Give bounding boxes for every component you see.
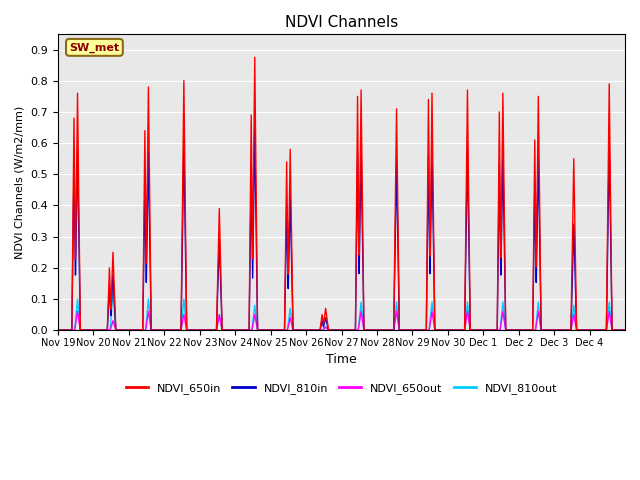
Text: SW_met: SW_met xyxy=(69,42,120,52)
NDVI_810in xyxy=(534,164,542,169)
NDVI_650out xyxy=(465,314,472,320)
Line: NDVI_810in: NDVI_810in xyxy=(58,129,625,330)
NDVI_810out xyxy=(109,290,117,296)
Legend: NDVI_650in, NDVI_810in, NDVI_650out, NDVI_810out: NDVI_650in, NDVI_810in, NDVI_650out, NDV… xyxy=(122,379,562,399)
NDVI_650out xyxy=(54,327,62,333)
NDVI_810in xyxy=(615,327,623,333)
NDVI_650in xyxy=(465,162,472,168)
Line: NDVI_650out: NDVI_650out xyxy=(58,312,625,330)
NDVI_810out xyxy=(615,327,623,333)
NDVI_650in xyxy=(534,108,542,114)
NDVI_810out xyxy=(621,327,629,333)
NDVI_810out xyxy=(465,308,472,314)
NDVI_650out xyxy=(500,319,508,325)
NDVI_650in xyxy=(500,224,508,229)
Title: NDVI Channels: NDVI Channels xyxy=(285,15,398,30)
NDVI_810in xyxy=(170,327,178,333)
NDVI_650out xyxy=(534,310,542,315)
NDVI_810out xyxy=(170,327,178,333)
NDVI_650in xyxy=(615,327,623,333)
NDVI_650in xyxy=(54,327,62,333)
NDVI_650out xyxy=(428,309,436,314)
NDVI_810out xyxy=(415,327,422,333)
Line: NDVI_650in: NDVI_650in xyxy=(58,57,625,330)
NDVI_650in xyxy=(170,327,178,333)
NDVI_650out xyxy=(621,327,629,333)
NDVI_810out xyxy=(500,315,508,321)
NDVI_810in xyxy=(500,250,508,255)
NDVI_810out xyxy=(54,327,62,333)
NDVI_650out xyxy=(615,327,623,333)
NDVI_810in xyxy=(415,327,422,333)
NDVI_810in xyxy=(251,126,259,132)
NDVI_650in xyxy=(621,327,629,333)
NDVI_810in xyxy=(621,327,629,333)
NDVI_650out xyxy=(170,327,178,333)
NDVI_650in xyxy=(251,54,259,60)
Y-axis label: NDVI Channels (W/m2/mm): NDVI Channels (W/m2/mm) xyxy=(15,106,25,259)
NDVI_650out xyxy=(414,327,422,333)
NDVI_810out xyxy=(534,301,542,307)
NDVI_650in xyxy=(415,327,422,333)
NDVI_810in xyxy=(465,203,472,209)
NDVI_810in xyxy=(54,327,62,333)
Line: NDVI_810out: NDVI_810out xyxy=(58,293,625,330)
X-axis label: Time: Time xyxy=(326,353,357,366)
